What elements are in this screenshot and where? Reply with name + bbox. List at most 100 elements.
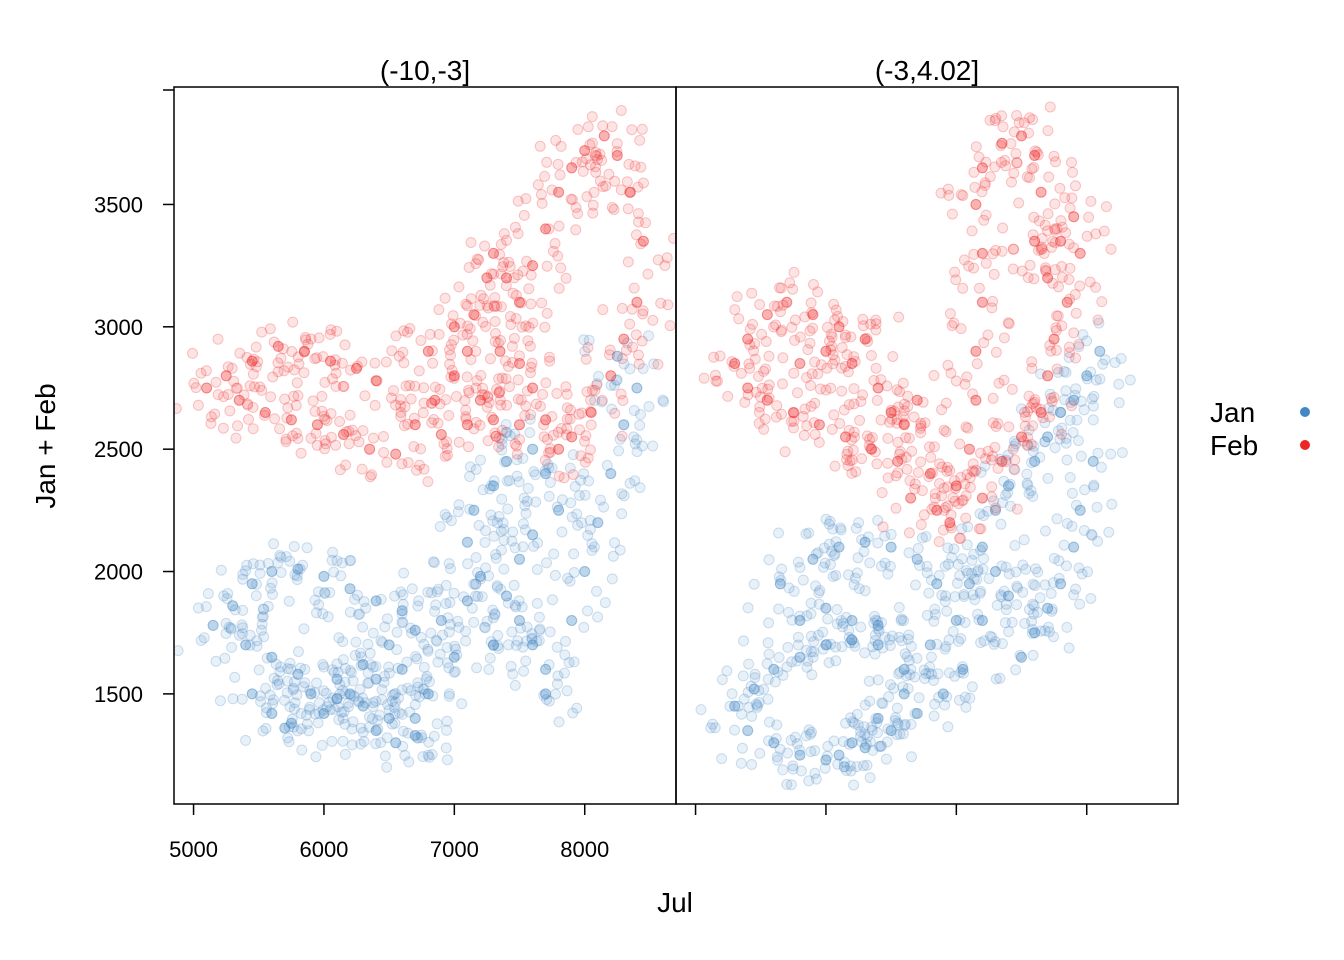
data-point-cloud <box>863 440 875 452</box>
data-point <box>761 309 773 321</box>
data-point <box>279 722 291 734</box>
data-point-cloud <box>286 713 298 725</box>
data-point-cloud <box>841 454 853 466</box>
data-point-cloud <box>370 695 382 707</box>
data-point-cloud <box>471 375 483 387</box>
data-point-cloud <box>1018 117 1030 129</box>
data-point-cloud <box>893 311 905 323</box>
data-point-cloud <box>882 472 894 484</box>
data-point-cloud <box>537 388 549 400</box>
data-point-cloud <box>1027 420 1039 432</box>
data-point-cloud <box>288 721 299 733</box>
data-point-cloud <box>1081 230 1093 242</box>
data-point-cloud <box>367 627 379 639</box>
data-point-cloud <box>327 373 338 385</box>
data-point-cloud <box>583 475 595 487</box>
data-point-cloud <box>226 641 238 653</box>
data-point-cloud <box>1092 314 1104 326</box>
data-point-cloud <box>903 432 915 444</box>
data-point-cloud <box>776 408 787 420</box>
data-point <box>474 394 486 406</box>
data-point-cloud <box>839 360 851 372</box>
data-point-cloud <box>332 701 344 713</box>
data-point-cloud <box>288 703 300 715</box>
data-point-cloud <box>244 629 256 641</box>
data-point-cloud <box>236 628 248 640</box>
data-point-cloud <box>325 408 337 420</box>
data-point-cloud <box>812 547 824 559</box>
data-point-cloud <box>268 538 280 550</box>
data-point <box>409 712 421 724</box>
data-point-cloud <box>324 704 336 716</box>
data-point-cloud <box>1070 583 1082 595</box>
data-point-cloud <box>901 463 913 475</box>
data-point <box>553 186 565 198</box>
data-point <box>435 615 447 626</box>
data-point-cloud <box>226 362 238 374</box>
data-point-cloud <box>444 358 456 370</box>
data-point-cloud <box>999 617 1011 629</box>
data-point-cloud <box>365 659 377 671</box>
data-point-cloud <box>616 430 628 442</box>
data-point-cloud <box>299 663 311 675</box>
data-point-cloud <box>490 328 501 339</box>
data-point-cloud <box>367 432 379 444</box>
data-point-cloud <box>882 723 894 735</box>
data-point-cloud <box>254 559 266 571</box>
data-point-cloud <box>479 389 491 401</box>
data-point-cloud <box>606 573 618 585</box>
data-point-cloud <box>576 517 588 529</box>
data-point-cloud <box>518 209 530 221</box>
data-point-cloud <box>830 655 842 667</box>
data-point-cloud <box>857 389 869 401</box>
data-point-cloud <box>824 515 836 527</box>
data-point-cloud <box>861 759 873 771</box>
data-point-cloud <box>954 438 966 450</box>
data-point-cloud <box>1003 568 1015 580</box>
data-point-cloud <box>350 430 362 442</box>
data-point <box>1042 370 1054 382</box>
data-point-cloud <box>792 631 804 643</box>
data-point-cloud <box>840 329 851 341</box>
data-point-cloud <box>479 240 491 252</box>
data-point-cloud <box>561 685 573 697</box>
data-point-cloud <box>995 140 1007 152</box>
data-point <box>787 407 799 418</box>
data-point-cloud <box>863 675 875 687</box>
data-point-cloud <box>1056 320 1068 332</box>
data-point-cloud <box>967 589 979 601</box>
data-point-cloud <box>1060 385 1072 397</box>
data-point-cloud <box>799 403 811 415</box>
data-point-cloud <box>798 429 810 441</box>
data-point-cloud <box>319 587 331 598</box>
data-point-cloud <box>415 631 427 643</box>
data-point-cloud <box>964 472 976 484</box>
data-point-cloud <box>565 404 576 416</box>
data-point <box>1035 186 1047 198</box>
data-point-cloud <box>410 689 422 701</box>
data-point-cloud <box>244 358 256 370</box>
data-point-cloud <box>889 715 901 726</box>
data-point-cloud <box>421 670 433 682</box>
data-point-cloud <box>942 500 954 512</box>
data-point-cloud <box>391 644 403 656</box>
data-point-cloud <box>468 423 480 435</box>
data-point-cloud <box>795 765 807 777</box>
data-point-cloud <box>915 427 927 439</box>
data-point-cloud <box>1006 383 1018 395</box>
data-point-cloud <box>543 447 555 459</box>
data-point-cloud <box>642 268 654 280</box>
data-point-cloud <box>773 571 785 583</box>
data-point-cloud <box>1105 448 1117 460</box>
data-point-cloud <box>611 138 623 150</box>
data-point-cloud <box>848 779 860 791</box>
data-point <box>1048 333 1060 345</box>
data-point-cloud <box>925 651 937 663</box>
data-point-cloud <box>869 446 881 458</box>
data-point-cloud <box>953 635 965 647</box>
data-point-cloud <box>712 375 723 387</box>
data-point-cloud <box>749 668 761 680</box>
data-point-cloud <box>893 668 905 680</box>
data-point-cloud <box>1067 427 1079 438</box>
data-point <box>370 375 382 387</box>
